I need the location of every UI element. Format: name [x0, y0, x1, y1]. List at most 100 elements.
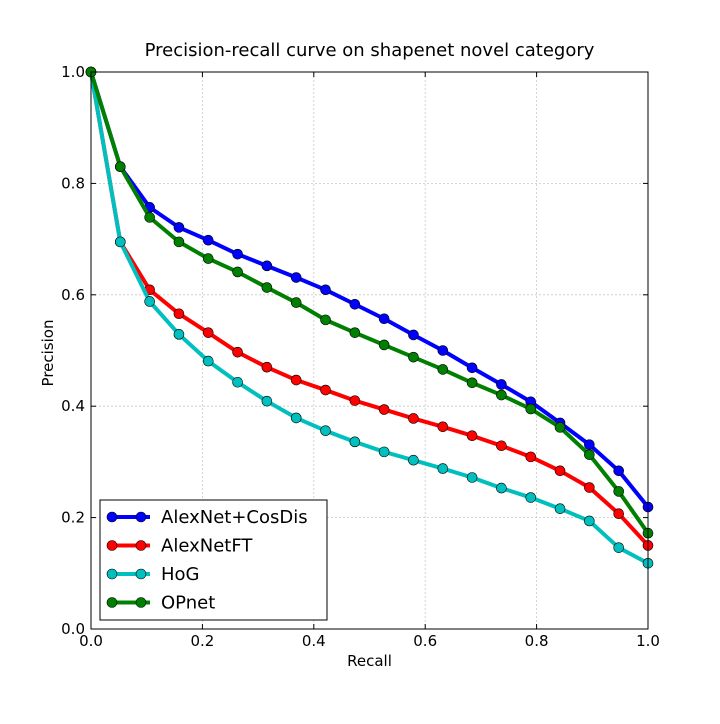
data-point-alexnet-cosdis: [202, 234, 214, 246]
data-point-hog: [144, 296, 155, 307]
y-tick-label: 0.4: [61, 397, 85, 415]
data-point-hog: [554, 503, 566, 514]
legend-item-opnet: OPnet: [106, 593, 215, 614]
data-point-alexnetft: [408, 413, 419, 424]
data-point-alexnet-cosdis: [320, 284, 331, 296]
y-tick-label: 0.6: [61, 286, 85, 304]
data-point-hog: [378, 446, 390, 458]
series-line-alexnet-cosdis: [89, 71, 650, 509]
legend-label-alexnetft: AlexNetFT: [161, 536, 253, 557]
y-tick-label: 0.2: [61, 509, 85, 527]
data-point-hog: [114, 236, 126, 248]
data-point-alexnetft: [378, 404, 390, 415]
plot-frame: [90, 71, 649, 630]
data-point-opnet: [408, 351, 419, 363]
data-point-alexnetft: [496, 440, 507, 452]
data-point-opnet: [496, 389, 507, 401]
data-point-hog: [173, 329, 185, 340]
data-point-alexnet-cosdis: [496, 379, 507, 390]
data-point-alexnet-cosdis: [261, 260, 273, 272]
data-point-opnet: [320, 314, 331, 326]
y-tick-label: 1.0: [61, 63, 85, 81]
data-point-alexnetft: [584, 482, 595, 493]
data-point-hog: [290, 412, 302, 424]
x-axis-label: Recall: [347, 652, 392, 670]
data-point-alexnetft: [320, 384, 331, 396]
data-point-opnet: [261, 282, 273, 293]
data-point-alexnet-cosdis: [437, 345, 449, 356]
x-tick-label: 1.0: [636, 632, 660, 650]
legend-label-alexnet-cosdis: AlexNet+CosDis: [161, 507, 308, 528]
x-tick-label: 0.2: [190, 632, 214, 650]
data-point-alexnet-cosdis: [232, 248, 243, 260]
data-point-alexnet-cosdis: [173, 222, 185, 233]
legend-marker-alexnetft: [135, 540, 147, 551]
data-point-opnet: [466, 377, 478, 389]
x-tick-label: 0.8: [525, 632, 549, 650]
data-point-alexnetft: [437, 421, 449, 433]
x-tick-label: 0.6: [413, 632, 437, 650]
data-point-opnet: [525, 403, 537, 415]
data-point-hog: [525, 492, 537, 503]
data-point-alexnet-cosdis: [378, 313, 390, 325]
data-point-opnet: [437, 364, 449, 375]
data-point-hog: [466, 472, 478, 483]
data-point-alexnetft: [173, 308, 185, 320]
data-point-opnet: [114, 161, 126, 172]
data-point-hog: [437, 463, 449, 474]
data-point-alexnetft: [290, 374, 302, 386]
legend-marker-opnet: [135, 597, 147, 608]
data-point-hog: [584, 515, 595, 527]
legend-marker-alexnet-cosdis: [135, 511, 147, 523]
data-point-opnet: [290, 297, 302, 308]
data-point-opnet: [584, 449, 595, 460]
ticks: 0.0 0.2 0.4 0.6 0.8 1.0 0.0 0.2 0.4 0.6 0.8 1.0: [61, 63, 660, 650]
data-point-alexnet-cosdis: [613, 465, 625, 477]
data-point-hog: [349, 436, 361, 448]
legend-marker-alexnetft: [106, 540, 118, 551]
legend-marker-opnet: [106, 597, 118, 608]
y-axis-label: Precision: [39, 320, 57, 387]
data-point-opnet: [202, 253, 214, 264]
data-point-alexnet-cosdis: [466, 362, 478, 374]
data-point-alexnetft: [613, 508, 625, 520]
legend: AlexNet+CosDis AlexNetFT HoG OPnet: [99, 499, 328, 621]
legend-marker-hog: [106, 568, 118, 580]
data-point-alexnetft: [202, 327, 214, 338]
legend-label-hog: HoG: [161, 564, 200, 585]
data-point-alexnet-cosdis: [290, 272, 302, 283]
data-point-hog: [496, 482, 507, 494]
series-hog: [85, 66, 654, 569]
data-point-hog: [320, 425, 331, 437]
data-point-alexnetft: [349, 395, 361, 406]
data-point-alexnetft: [232, 346, 243, 358]
series-line-opnet: [89, 71, 650, 535]
x-tick-label: 0.0: [79, 632, 103, 650]
x-tick-label: 0.4: [302, 632, 326, 650]
data-point-alexnetft: [525, 451, 537, 463]
data-point-opnet: [232, 266, 243, 278]
y-tick-label: 0.8: [61, 174, 85, 192]
data-point-opnet: [144, 212, 155, 223]
legend-item-hog: HoG: [106, 564, 200, 585]
y-tick-label: 0.0: [61, 620, 85, 638]
legend-marker-hog: [135, 568, 147, 580]
data-point-opnet: [173, 236, 185, 248]
data-point-hog: [202, 355, 214, 367]
data-point-alexnetft: [261, 361, 273, 373]
data-point-alexnetft: [554, 465, 566, 477]
data-point-hog: [408, 454, 419, 466]
legend-item-alexnet-cosdis: AlexNet+CosDis: [106, 507, 308, 528]
data-point-opnet: [613, 486, 625, 497]
chart-title: Precision-recall curve on shapenet novel…: [145, 40, 595, 61]
data-point-opnet: [349, 327, 361, 338]
data-point-hog: [613, 542, 625, 553]
legend-label-opnet: OPnet: [161, 593, 215, 614]
data-point-opnet: [378, 339, 390, 351]
data-point-alexnet-cosdis: [584, 439, 595, 450]
data-point-hog: [261, 395, 273, 407]
legend-marker-alexnet-cosdis: [106, 511, 118, 523]
series-line-alexnetft: [89, 71, 650, 547]
